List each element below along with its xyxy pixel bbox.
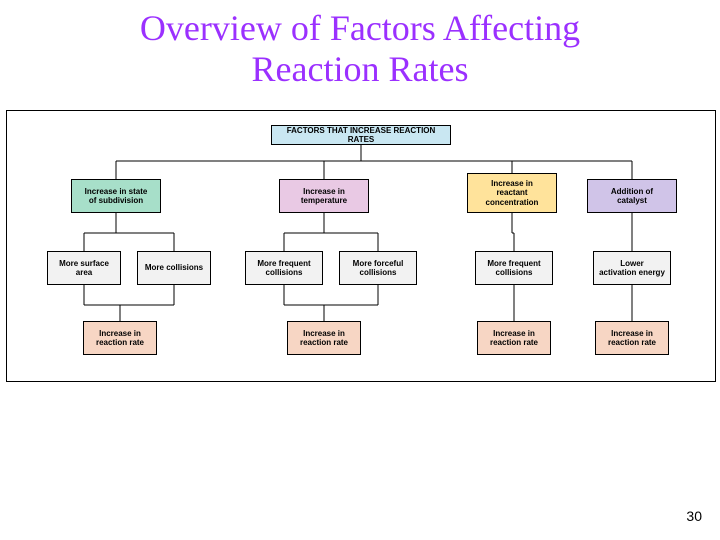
node-res2: Increase in reaction rate bbox=[287, 321, 361, 355]
node-surface: More surface area bbox=[47, 251, 121, 285]
node-collisions1: More collisions bbox=[137, 251, 211, 285]
node-root: FACTORS THAT INCREASE REACTION RATES bbox=[271, 125, 451, 145]
node-res1: Increase in reaction rate bbox=[83, 321, 157, 355]
node-forceful: More forceful collisions bbox=[339, 251, 417, 285]
page-number: 30 bbox=[686, 508, 702, 524]
node-concentration: Increase in reactant concentration bbox=[467, 173, 557, 213]
node-res4: Increase in reaction rate bbox=[595, 321, 669, 355]
node-res3: Increase in reaction rate bbox=[477, 321, 551, 355]
node-temperature: Increase in temperature bbox=[279, 179, 369, 213]
node-freq1: More frequent collisions bbox=[245, 251, 323, 285]
node-subdivision: Increase in state of subdivision bbox=[71, 179, 161, 213]
diagram-frame: FACTORS THAT INCREASE REACTION RATES Incr… bbox=[6, 110, 716, 382]
page-title: Overview of Factors Affecting Reaction R… bbox=[0, 0, 720, 91]
node-freq2: More frequent collisions bbox=[475, 251, 553, 285]
node-lower: Lower activation energy bbox=[593, 251, 671, 285]
node-catalyst: Addition of catalyst bbox=[587, 179, 677, 213]
